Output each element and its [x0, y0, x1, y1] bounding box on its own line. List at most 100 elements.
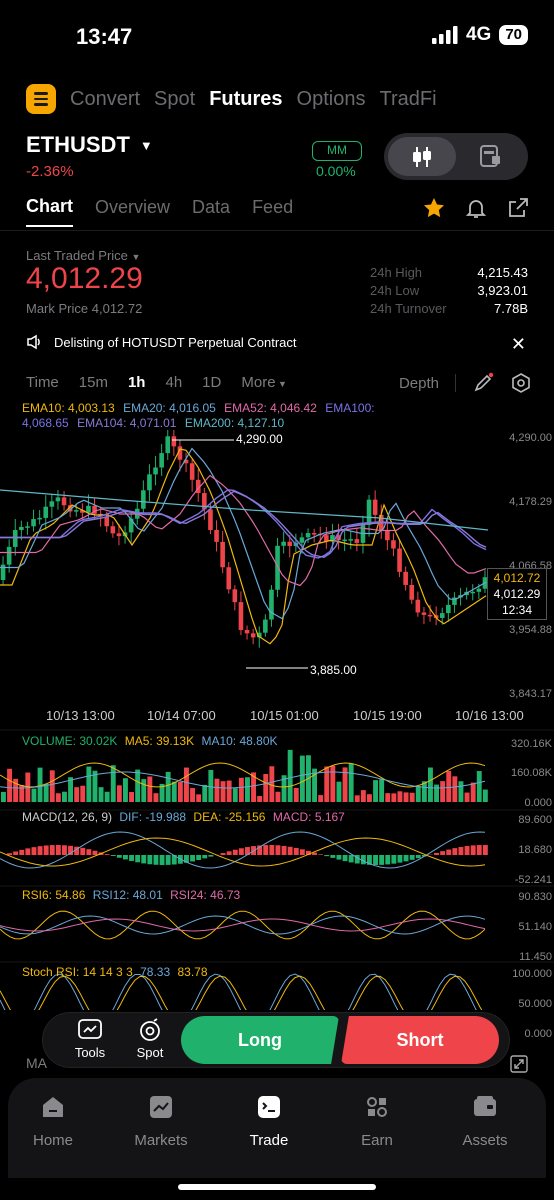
expand-icon[interactable] [510, 1055, 528, 1073]
short-button[interactable]: Short [341, 1016, 499, 1064]
volume-bar [123, 778, 128, 802]
nav-assets[interactable]: Assets [440, 1094, 530, 1149]
settings-icon[interactable] [510, 372, 532, 394]
ema-lines [0, 439, 489, 669]
mm-badge[interactable]: MM [312, 141, 362, 161]
nav-options[interactable]: Options [296, 87, 366, 110]
depth-tab[interactable]: Depth [398, 374, 439, 392]
status-indicators: 4G 70 [431, 24, 528, 46]
tf-1d[interactable]: 1D [202, 374, 222, 391]
earn-icon [367, 1097, 387, 1117]
tf-time[interactable]: Time [26, 374, 59, 391]
macd-bar [159, 855, 165, 865]
volume-bar [354, 795, 360, 802]
macd-bar [330, 855, 336, 858]
nav-futures[interactable]: Futures [209, 87, 283, 110]
macd-bar [409, 855, 415, 860]
last-price-label[interactable]: Last Traded Price ▼ [26, 248, 141, 263]
volume-legend: VOLUME: 30.02K MA5: 39.13K MA10: 48.80K [22, 734, 278, 748]
nav-markets[interactable]: Markets [116, 1094, 206, 1149]
tf-4h[interactable]: 4h [165, 374, 183, 391]
view-toggle[interactable] [384, 133, 528, 180]
ma-indicator-tab[interactable]: MA [26, 1055, 47, 1071]
macd-bar [287, 846, 293, 855]
volume-bar [208, 769, 214, 802]
ema104-label: EMA104: 4,071.01 [77, 416, 177, 430]
nav-spot[interactable]: Spot [154, 87, 196, 110]
rsi-axis: 90.830 [518, 891, 552, 903]
spot-button[interactable]: Spot [125, 1018, 175, 1060]
volume-bar [409, 792, 415, 802]
candle-body [0, 564, 6, 580]
macd-bar [86, 849, 92, 855]
tools-button[interactable]: Tools [65, 1018, 115, 1060]
candle-body [452, 597, 457, 605]
macd-bar [226, 851, 232, 855]
macd-bar [446, 849, 452, 855]
bell-icon[interactable] [464, 196, 488, 220]
price-axis-label: 3,954.88 [509, 624, 552, 636]
candle-view-button[interactable] [388, 137, 456, 176]
volume-bar [153, 793, 159, 802]
pencil-icon[interactable] [472, 372, 494, 394]
volume-bar [385, 793, 391, 802]
nav-tradfi[interactable]: TradFi [379, 87, 437, 110]
high-label: 24h High [370, 265, 423, 280]
tf-1h[interactable]: 1h [127, 374, 146, 391]
menu-logo-icon[interactable] [26, 84, 56, 114]
volume-bar [330, 765, 336, 802]
candle-body [232, 589, 238, 603]
candle-body [409, 584, 415, 600]
nav-home[interactable]: Home [8, 1094, 98, 1149]
macd-dea [0, 837, 486, 867]
pair-symbol: ETHUSDT [26, 132, 130, 157]
ema20-label: EMA20: 4,016.05 [123, 401, 216, 415]
tab-feed[interactable]: Feed [252, 197, 294, 217]
star-icon[interactable] [422, 196, 446, 220]
nav-convert[interactable]: Convert [70, 87, 141, 110]
macd-bar [415, 855, 421, 859]
candle-body [470, 591, 476, 594]
notice-banner[interactable]: Delisting of HOTUSDT Perpetual Contract [26, 334, 297, 350]
macd-bar [220, 853, 226, 855]
nav-earn[interactable]: Earn [332, 1094, 422, 1149]
macd-bar [263, 845, 269, 855]
nav-trade[interactable]: Trade [224, 1094, 314, 1149]
candle-body [397, 548, 402, 572]
candle-body [80, 510, 85, 513]
volume-bar [476, 771, 482, 802]
price-chart[interactable] [0, 430, 554, 1010]
long-button[interactable]: Long [181, 1016, 339, 1064]
candle-body [195, 479, 201, 494]
volume-bar [184, 767, 189, 802]
macd-bar [373, 855, 378, 865]
rsi-legend: RSI6: 54.86 RSI12: 48.01 RSI24: 46.73 [22, 888, 241, 902]
rsi6-line [0, 910, 486, 940]
macd-bar [13, 851, 19, 855]
tab-overview[interactable]: Overview [95, 197, 171, 217]
turnover-label: 24h Turnover [370, 301, 447, 316]
share-icon[interactable] [506, 196, 530, 220]
ema100-label: EMA100: [325, 401, 375, 415]
order-panel-icon[interactable] [480, 144, 502, 168]
tab-data[interactable]: Data [192, 197, 231, 217]
pair-selector[interactable]: ETHUSDT ▼ [26, 132, 153, 158]
ema10-line [0, 448, 487, 645]
mark-price: Mark Price 4,012.72 [26, 301, 143, 316]
macd-bar [342, 855, 348, 862]
macd-bar [299, 849, 305, 855]
ema104-line [0, 490, 487, 559]
macd-bar [397, 855, 403, 863]
macd-bar [184, 855, 189, 863]
price-axis-label: 4,178.29 [509, 496, 552, 508]
tf-more[interactable]: More ▼ [241, 374, 287, 391]
candle-body [226, 567, 232, 590]
macd-bar [476, 845, 482, 855]
tf-15m[interactable]: 15m [78, 374, 108, 391]
candle-body [439, 613, 445, 618]
tab-chart[interactable]: Chart [26, 196, 74, 227]
close-icon[interactable]: ✕ [510, 334, 526, 354]
volume-bar [458, 781, 464, 802]
volume-bar [275, 791, 281, 802]
macd-bar [25, 848, 31, 855]
